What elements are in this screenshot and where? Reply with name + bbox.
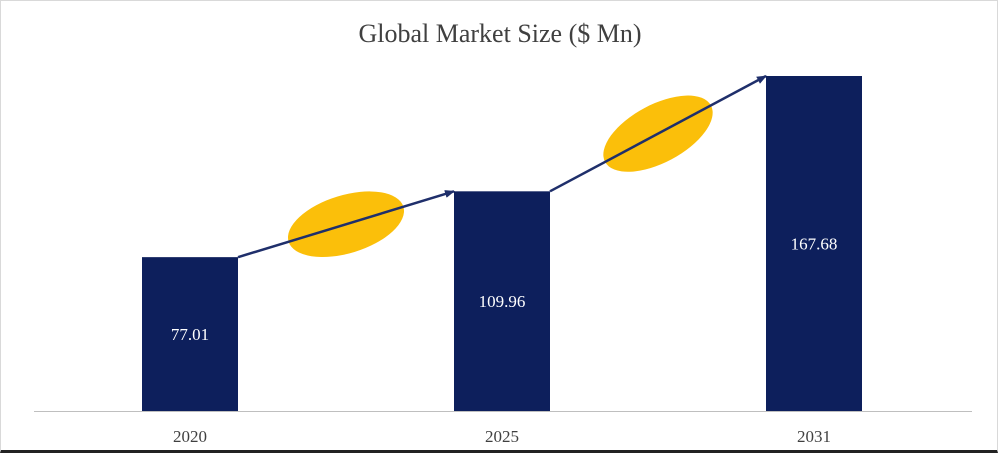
bar-2025 (454, 191, 550, 411)
data-labels: 77.01 109.96 167.68 (171, 235, 838, 345)
bars (142, 76, 862, 411)
chart-title: Global Market Size ($ Mn) (358, 19, 641, 48)
bar-2020 (142, 257, 238, 411)
x-tick-labels: 2020 2025 2031 (173, 427, 831, 446)
data-label: 167.68 (791, 235, 838, 254)
growth-arrow (237, 190, 455, 259)
x-tick-label: 2025 (485, 427, 519, 446)
bar-2031 (766, 76, 862, 411)
data-label: 77.01 (171, 325, 209, 344)
data-label: 109.96 (479, 292, 526, 311)
growth-arrow (549, 74, 767, 193)
x-tick-label: 2020 (173, 427, 207, 446)
growth-arrows (237, 74, 767, 259)
x-tick-label: 2031 (797, 427, 831, 446)
